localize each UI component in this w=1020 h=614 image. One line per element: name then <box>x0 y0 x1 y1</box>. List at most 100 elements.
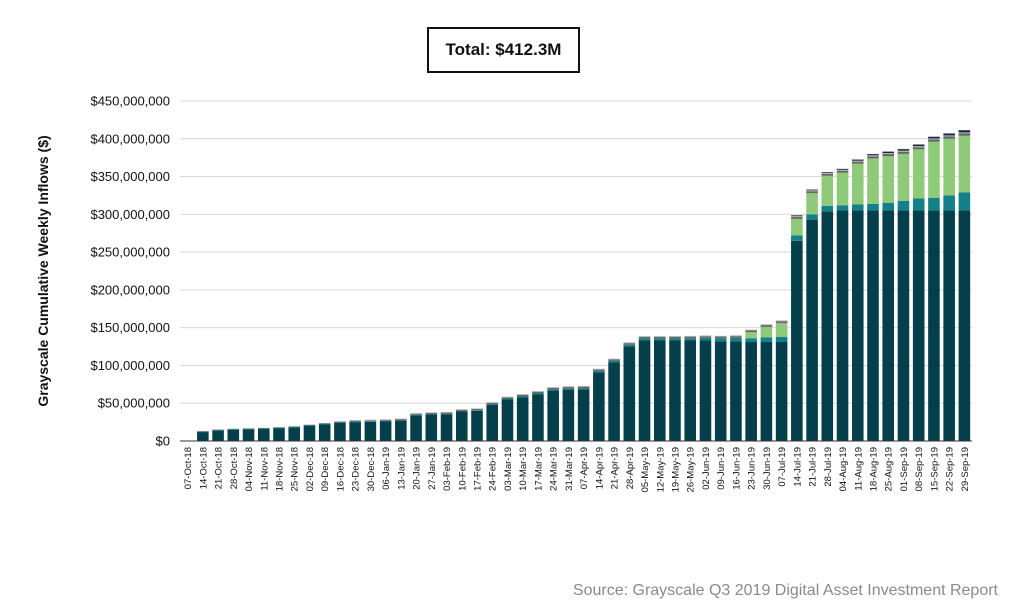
bar-segment-4 <box>440 411 453 413</box>
x-tick-label: 07-Oct-18 <box>183 447 194 489</box>
bar-segment-1 <box>669 338 681 341</box>
bar-segment-4 <box>501 396 514 398</box>
y-tick-label: $100,000,000 <box>90 358 170 373</box>
x-tick-label: 29-Sep-19 <box>960 447 971 491</box>
bar-segment-4 <box>775 320 788 322</box>
bar-segment-0 <box>806 219 818 441</box>
x-tick-label: 24-Feb-19 <box>488 447 499 491</box>
bar-segment-1 <box>760 337 773 343</box>
bar-segment-4 <box>410 413 422 414</box>
bar-segment-3 <box>806 191 818 194</box>
x-tick-label: 14-Apr-19 <box>594 447 605 489</box>
bar-segment-0 <box>242 429 255 441</box>
bar-segment-2 <box>760 326 773 338</box>
bar-segment-1 <box>912 198 925 211</box>
bar-segment-2 <box>897 153 910 201</box>
bar-segment-4 <box>653 336 666 337</box>
bar-segment-1 <box>867 203 879 211</box>
bar-segment-1 <box>516 396 529 398</box>
bar-segment-3 <box>851 161 864 164</box>
bar-segment-1 <box>943 195 955 211</box>
bar-segment-4 <box>836 169 849 171</box>
x-tick-label: 10-Mar-19 <box>518 447 529 491</box>
bar-segment-0 <box>227 429 240 441</box>
bar-segment-5 <box>867 154 879 156</box>
x-tick-label: 14-Jul-19 <box>792 447 803 487</box>
bar-segment-0 <box>608 362 620 441</box>
bar-segment-2 <box>912 149 925 199</box>
bar-segment-2 <box>821 175 834 207</box>
bar-segment-0 <box>212 430 224 441</box>
bar-segment-0 <box>730 341 742 441</box>
bar-segment-0 <box>684 340 697 441</box>
y-tick-label: $400,000,000 <box>90 131 170 146</box>
bar-segment-0 <box>593 372 605 441</box>
bar-segment-3 <box>882 154 895 157</box>
bar-segment-4 <box>334 421 346 422</box>
bar-segment-0 <box>821 211 834 441</box>
bar-segment-3 <box>257 427 270 429</box>
bar-segment-1 <box>928 197 940 211</box>
bar-segment-1 <box>197 431 209 433</box>
bar-segment-4 <box>395 418 407 420</box>
bar-segment-0 <box>349 422 361 441</box>
y-tick-label: $150,000,000 <box>90 320 170 335</box>
bar-segment-3 <box>623 343 636 345</box>
bar-segment-0 <box>577 389 590 441</box>
x-tick-label: 24-Mar-19 <box>549 447 560 491</box>
bar-segment-3 <box>318 423 331 424</box>
bar-segment-0 <box>455 411 468 441</box>
bar-segment-4 <box>714 335 727 337</box>
bar-segment-1 <box>440 413 453 415</box>
bar-segment-5 <box>958 130 971 133</box>
bar-segment-1 <box>471 410 483 411</box>
bar-segment-4 <box>730 335 742 337</box>
bar-segment-2 <box>791 218 803 236</box>
bar-segment-1 <box>608 360 620 363</box>
x-tick-label: 21-Apr-19 <box>610 447 621 489</box>
bar-segment-1 <box>836 205 849 211</box>
bar-segment-1 <box>791 235 803 241</box>
bar-segment-4 <box>760 324 773 326</box>
bar-segment-4 <box>608 358 620 360</box>
bar-segment-0 <box>379 421 392 441</box>
bar-segment-0 <box>273 428 285 441</box>
x-tick-label: 16-Dec-18 <box>335 447 346 491</box>
bar-segment-1 <box>501 398 514 400</box>
x-tick-label: 07-Apr-19 <box>579 447 590 489</box>
x-tick-label: 31-Mar-19 <box>564 447 575 491</box>
bar-segment-2 <box>943 138 955 196</box>
y-tick-label: $450,000,000 <box>90 94 170 109</box>
x-tick-label: 16-Jun-19 <box>731 447 742 490</box>
bar-segment-3 <box>608 359 620 361</box>
bar-segment-0 <box>760 342 773 441</box>
bar-segment-1 <box>714 338 727 342</box>
bar-segment-3 <box>745 330 757 333</box>
x-tick-label: 04-Aug-19 <box>838 447 849 491</box>
bar-segment-4 <box>851 160 864 162</box>
bar-segment-1 <box>745 338 757 343</box>
bar-segment-0 <box>791 240 803 441</box>
bar-segment-4 <box>897 150 910 152</box>
bar-segment-4 <box>593 368 605 370</box>
bar-segment-3 <box>943 136 955 139</box>
bar-segment-1 <box>273 427 285 429</box>
bar-segment-1 <box>334 422 346 424</box>
bar-segment-1 <box>242 429 255 430</box>
x-tick-label: 27-Jan-19 <box>427 447 438 490</box>
bar-segment-1 <box>897 200 910 211</box>
bar-segment-3 <box>395 419 407 421</box>
y-tick-label: $250,000,000 <box>90 245 170 260</box>
x-tick-label: 06-Jan-19 <box>381 447 392 490</box>
x-tick-label: 02-Dec-18 <box>305 447 316 491</box>
bar-segment-3 <box>516 394 529 397</box>
bar-segment-0 <box>547 390 559 441</box>
bar-segment-0 <box>623 346 636 441</box>
x-tick-label: 17-Feb-19 <box>473 447 484 491</box>
bar-segment-0 <box>257 428 270 441</box>
bar-segment-4 <box>699 335 712 337</box>
x-tick-label: 25-Aug-19 <box>884 447 895 491</box>
x-tick-label: 17-Mar-19 <box>533 447 544 491</box>
bar-segment-0 <box>471 410 483 441</box>
